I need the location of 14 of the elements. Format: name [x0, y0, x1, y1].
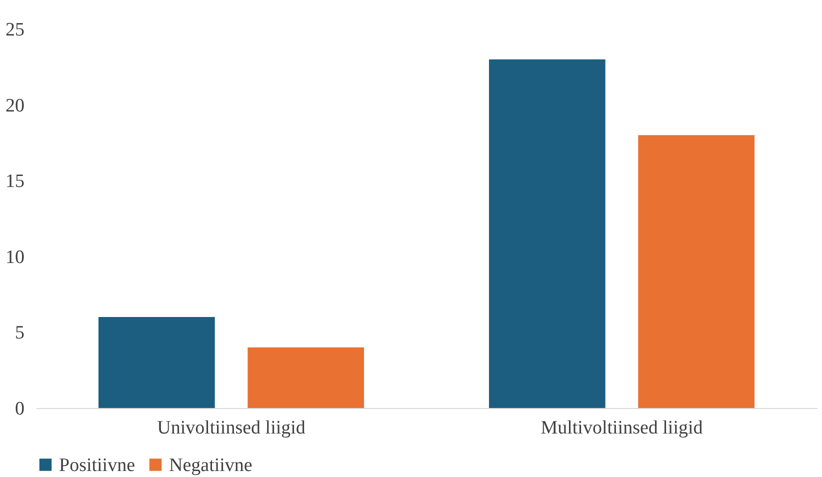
legend-label: Negatiivne: [169, 454, 252, 476]
legend-label: Positiivne: [59, 454, 136, 476]
x-tick-label: Multivoltiinsed liigid: [540, 418, 704, 438]
bar: [248, 347, 364, 408]
y-tick-label: 0: [15, 398, 24, 420]
y-tick-label: 25: [6, 20, 24, 40]
y-tick-label: 15: [6, 171, 24, 192]
y-tick-label: 5: [15, 322, 24, 344]
y-tick-label: 20: [6, 95, 24, 116]
bar: [488, 59, 606, 408]
x-tick-label: Univoltiinsed liigid: [157, 418, 306, 438]
bar: [98, 317, 215, 408]
bar: [638, 135, 755, 408]
y-tick-label: 10: [6, 246, 24, 268]
